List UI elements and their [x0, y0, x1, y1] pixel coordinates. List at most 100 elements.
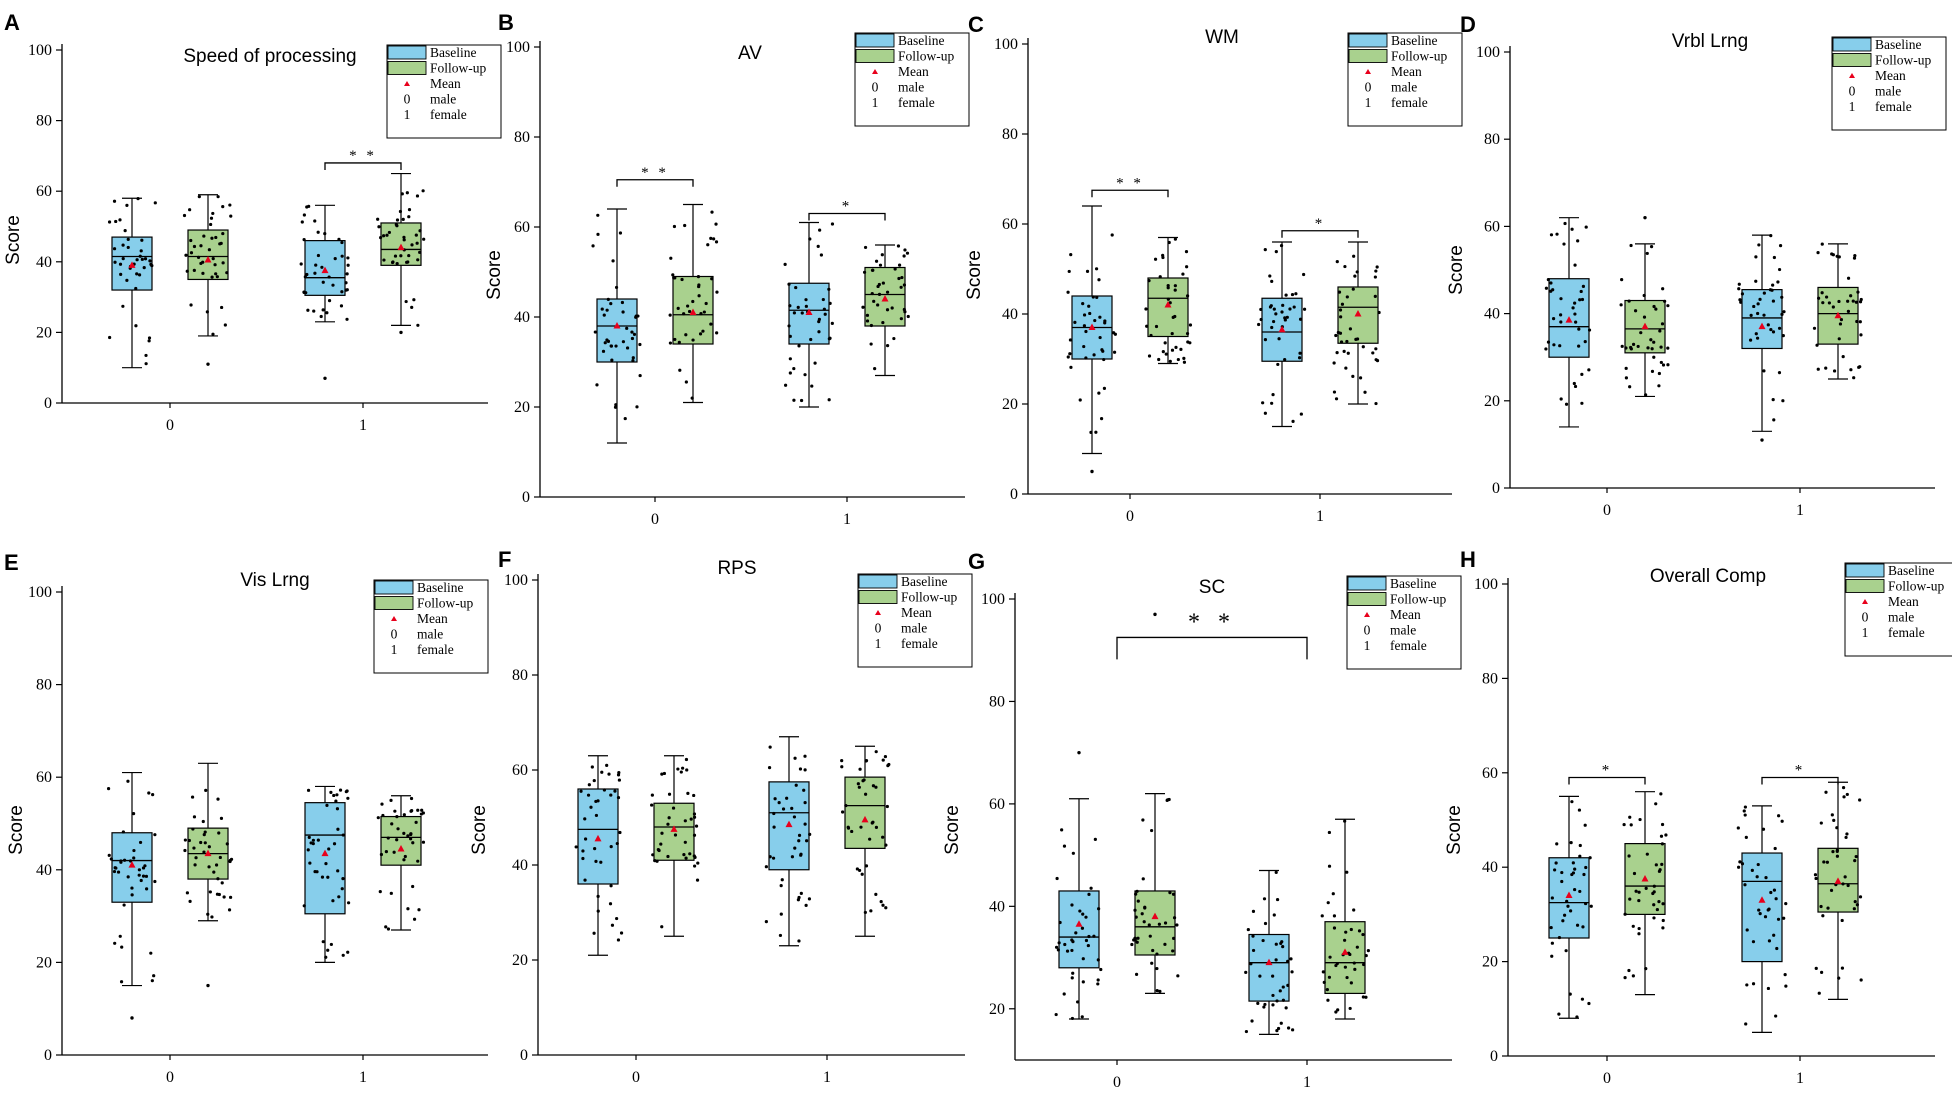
mean-marker [881, 295, 889, 302]
data-point [865, 313, 870, 317]
data-point [405, 191, 409, 195]
followup-box-group-0 [1622, 791, 1668, 996]
data-point [883, 754, 888, 759]
data-point [153, 833, 157, 837]
data-point [1272, 913, 1276, 917]
data-point [140, 238, 144, 242]
data-point [1134, 892, 1138, 896]
data-point [1745, 928, 1749, 932]
data-point [1286, 959, 1290, 964]
data-point [1258, 974, 1262, 978]
data-point [139, 878, 143, 883]
legend-female-code: 1 [1365, 95, 1372, 110]
data-point [623, 416, 627, 421]
data-point [702, 310, 706, 314]
data-point [1281, 985, 1285, 989]
data-point [402, 858, 406, 862]
data-point [1546, 277, 1550, 282]
data-point [595, 383, 599, 387]
data-point [1135, 940, 1139, 944]
data-point [385, 233, 389, 237]
data-point [878, 263, 883, 267]
y-axis-label: Score [1444, 805, 1465, 855]
data-point [881, 903, 885, 907]
x-tick-label: 0 [632, 1069, 640, 1086]
y-tick-label: 40 [989, 898, 1005, 915]
data-point [660, 831, 664, 835]
data-point [107, 853, 111, 857]
mean-marker [1341, 948, 1349, 955]
data-point [225, 842, 229, 846]
data-point [1332, 914, 1337, 918]
data-point [874, 892, 878, 896]
data-point [673, 276, 677, 280]
data-point [377, 225, 381, 229]
data-point [1340, 302, 1345, 306]
data-point [1764, 876, 1768, 880]
data-point [797, 939, 801, 943]
data-point [1853, 858, 1857, 863]
data-point [1820, 970, 1824, 974]
data-point [1170, 331, 1174, 336]
data-point [389, 891, 393, 895]
mean-marker [321, 266, 329, 274]
data-point [594, 813, 599, 818]
data-point [1343, 264, 1347, 269]
data-point [613, 405, 618, 409]
y-tick-label: 100 [994, 36, 1018, 53]
data-point [1363, 390, 1367, 394]
data-point [380, 802, 384, 806]
data-point [412, 298, 416, 302]
data-point [1663, 299, 1667, 303]
data-point [1270, 325, 1274, 330]
data-point [1772, 933, 1776, 937]
baseline-box-group-0 [591, 208, 642, 444]
data-point [788, 357, 792, 361]
data-point [1094, 267, 1099, 271]
data-point [1825, 860, 1829, 864]
data-point [1057, 941, 1061, 945]
y-axis-label: Score [1446, 245, 1467, 295]
data-point [390, 822, 394, 826]
data-point [144, 362, 148, 366]
data-point [1280, 310, 1284, 314]
y-tick-label: 0 [1010, 486, 1018, 503]
data-point [422, 237, 426, 241]
data-point [1769, 234, 1773, 238]
data-point [1132, 938, 1136, 942]
data-point [630, 330, 634, 334]
data-point [600, 307, 604, 311]
data-point [221, 205, 225, 209]
data-point [1281, 945, 1285, 949]
data-point [827, 398, 831, 402]
data-point [596, 799, 600, 803]
data-point [1145, 324, 1149, 328]
data-point [679, 770, 683, 774]
data-point [1274, 312, 1278, 316]
data-point [1654, 863, 1658, 867]
significance-label: * * [349, 148, 377, 164]
data-point [1642, 293, 1646, 298]
data-point [1063, 942, 1067, 947]
data-point [710, 277, 714, 281]
data-point [125, 203, 129, 207]
data-point [1179, 347, 1183, 351]
data-point [1343, 938, 1347, 942]
data-point [634, 315, 638, 319]
data-point [300, 220, 304, 224]
data-point [1628, 815, 1632, 819]
data-point [797, 895, 801, 900]
data-point [779, 884, 783, 888]
legend-male-label: male [1390, 623, 1416, 638]
data-point [1573, 263, 1577, 267]
data-point [1261, 938, 1265, 943]
data-point [333, 257, 337, 261]
x-tick-label: 0 [651, 511, 659, 528]
mean-marker [1088, 323, 1096, 330]
data-point [1650, 347, 1654, 351]
data-point [1283, 358, 1287, 362]
data-point [616, 938, 621, 942]
data-point [621, 340, 626, 344]
